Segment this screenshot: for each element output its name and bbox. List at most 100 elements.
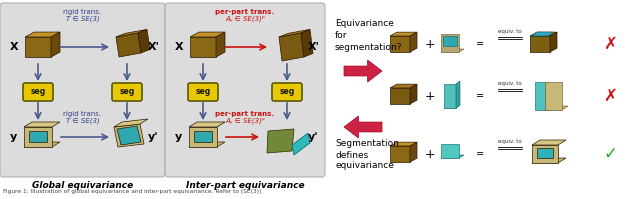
Polygon shape (116, 33, 141, 57)
Polygon shape (24, 127, 52, 147)
Text: rigid trans.: rigid trans. (63, 111, 102, 117)
Polygon shape (279, 33, 304, 61)
FancyBboxPatch shape (23, 83, 53, 101)
Text: for: for (335, 31, 348, 41)
Text: +: + (425, 90, 435, 102)
Text: per-part trans.: per-part trans. (216, 111, 275, 117)
Polygon shape (532, 145, 558, 163)
Text: X': X' (308, 42, 320, 52)
Polygon shape (51, 32, 60, 57)
Polygon shape (194, 131, 212, 141)
Polygon shape (24, 122, 60, 127)
Text: equivariance: equivariance (335, 162, 394, 171)
Polygon shape (189, 127, 217, 147)
Polygon shape (267, 129, 294, 153)
Text: seg: seg (30, 88, 45, 97)
Polygon shape (532, 32, 553, 36)
Polygon shape (390, 88, 410, 104)
Text: ✗: ✗ (603, 87, 617, 105)
Text: ✓: ✓ (603, 145, 617, 163)
Polygon shape (532, 140, 566, 145)
Text: +: + (425, 147, 435, 161)
Polygon shape (443, 36, 457, 46)
Text: defines: defines (335, 150, 368, 160)
Polygon shape (216, 32, 225, 57)
FancyBboxPatch shape (188, 83, 218, 101)
Polygon shape (29, 131, 47, 141)
Polygon shape (292, 133, 310, 155)
Text: ✗: ✗ (603, 35, 617, 53)
Polygon shape (530, 36, 550, 52)
Text: y: y (10, 132, 17, 142)
Text: segmentation?: segmentation? (335, 44, 403, 53)
Polygon shape (536, 148, 554, 158)
Polygon shape (116, 29, 147, 37)
Text: Figure 1: Illustration of global equivariance and inter-part equivariance. Refer: Figure 1: Illustration of global equivar… (3, 189, 261, 194)
Polygon shape (114, 119, 148, 127)
Text: T ∈ SE(3): T ∈ SE(3) (66, 15, 99, 21)
Polygon shape (190, 32, 225, 37)
Polygon shape (441, 144, 459, 158)
Polygon shape (410, 142, 417, 162)
Text: equiv. to: equiv. to (498, 29, 522, 34)
Text: Segmentation: Segmentation (335, 139, 399, 148)
Text: T ∈ SE(3): T ∈ SE(3) (66, 117, 99, 124)
Text: Equivariance: Equivariance (335, 20, 394, 28)
Polygon shape (441, 34, 459, 52)
Polygon shape (301, 29, 313, 57)
Text: X: X (175, 42, 184, 52)
Polygon shape (441, 49, 464, 52)
Polygon shape (441, 155, 464, 158)
Polygon shape (410, 84, 417, 104)
Text: =: = (476, 91, 484, 101)
Polygon shape (390, 142, 417, 146)
Polygon shape (390, 146, 410, 162)
Text: equiv. to: equiv. to (498, 82, 522, 87)
Polygon shape (25, 32, 60, 37)
Text: +: + (425, 37, 435, 51)
Polygon shape (114, 124, 144, 147)
Text: X: X (10, 42, 19, 52)
Polygon shape (456, 81, 460, 108)
Polygon shape (550, 32, 557, 52)
Polygon shape (390, 36, 410, 52)
Polygon shape (545, 106, 568, 110)
Polygon shape (532, 158, 566, 163)
Polygon shape (117, 126, 141, 145)
Polygon shape (390, 32, 417, 36)
Text: seg: seg (120, 88, 134, 97)
FancyBboxPatch shape (112, 83, 142, 101)
FancyBboxPatch shape (165, 3, 325, 177)
Text: equiv. to: equiv. to (498, 139, 522, 144)
Text: seg: seg (195, 88, 211, 97)
Polygon shape (279, 29, 310, 37)
Polygon shape (344, 116, 382, 138)
Text: y': y' (308, 132, 319, 142)
Polygon shape (444, 105, 460, 108)
Polygon shape (189, 142, 225, 147)
Polygon shape (24, 142, 60, 147)
Text: X': X' (148, 42, 160, 52)
Polygon shape (410, 32, 417, 52)
Text: =: = (476, 39, 484, 49)
Polygon shape (25, 37, 51, 57)
Polygon shape (545, 82, 562, 110)
Polygon shape (344, 60, 382, 82)
Text: seg: seg (280, 88, 294, 97)
Text: rigid trans.: rigid trans. (63, 9, 102, 15)
Text: =: = (476, 149, 484, 159)
Text: Global equivariance: Global equivariance (32, 180, 133, 189)
Text: y: y (175, 132, 182, 142)
FancyBboxPatch shape (0, 3, 165, 177)
FancyBboxPatch shape (272, 83, 302, 101)
Polygon shape (530, 32, 557, 36)
Polygon shape (138, 29, 150, 53)
Text: Inter-part equivariance: Inter-part equivariance (186, 180, 304, 189)
Polygon shape (190, 37, 216, 57)
Text: Aᵧ ∈ SE(3)ᵖ: Aᵧ ∈ SE(3)ᵖ (225, 117, 265, 124)
Polygon shape (390, 84, 417, 88)
Text: y': y' (148, 132, 159, 142)
Polygon shape (189, 122, 225, 127)
Polygon shape (535, 82, 547, 110)
Text: per-part trans.: per-part trans. (216, 9, 275, 15)
